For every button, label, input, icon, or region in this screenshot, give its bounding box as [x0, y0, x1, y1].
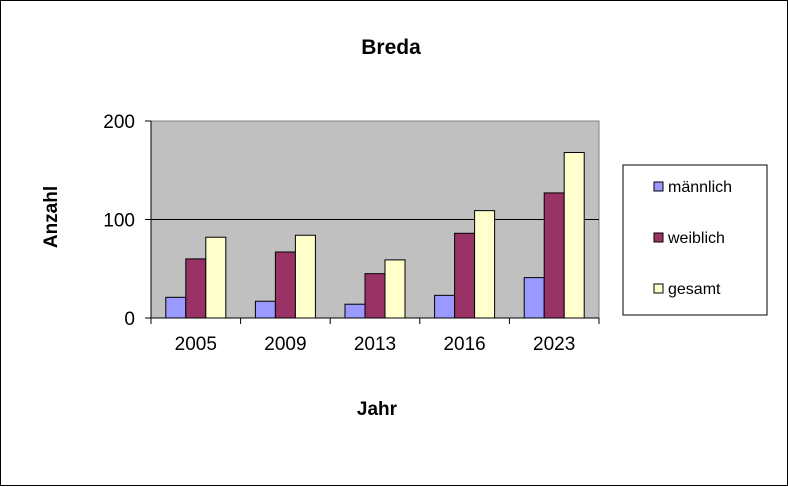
- bar-gesamt-2009: [294, 234, 316, 319]
- legend-swatch-männlich: [653, 181, 664, 192]
- x-tick-label: 2023: [533, 334, 575, 355]
- bar-männlich-2016: [434, 294, 456, 319]
- bar-weiblich-2016: [454, 232, 476, 319]
- axes: [145, 120, 600, 324]
- legend-box: [622, 164, 768, 316]
- bar-männlich-2005: [165, 296, 187, 319]
- bars: [165, 152, 585, 319]
- legend-swatch-gesamt: [653, 283, 664, 294]
- y-axis-label: Anzahl: [41, 186, 62, 248]
- bar-weiblich-2009: [274, 251, 296, 319]
- chart-title: Breda: [361, 36, 421, 59]
- y-tick-label: 100: [103, 211, 135, 232]
- bar-gesamt-2023: [563, 152, 585, 319]
- bar-männlich-2009: [254, 300, 276, 319]
- x-tick-label: 2013: [354, 334, 396, 355]
- x-axis-label: Jahr: [357, 399, 398, 420]
- legend-swatch-weiblich: [653, 232, 664, 243]
- x-tick-label: 2009: [264, 334, 306, 355]
- bar-gesamt-2013: [384, 259, 406, 319]
- bar-männlich-2023: [523, 277, 545, 319]
- x-tick-label: 2005: [175, 334, 217, 355]
- bar-männlich-2013: [344, 303, 366, 319]
- x-tick-label: 2016: [443, 334, 485, 355]
- x-tick-labels: 2005 2009 2013 2016 2023: [175, 334, 576, 355]
- bar-gesamt-2005: [205, 236, 227, 319]
- legend-label-gesamt: gesamt: [668, 281, 721, 298]
- legend-label-weiblich: weiblich: [667, 230, 725, 247]
- legend-label-männlich: männlich: [668, 179, 732, 196]
- bar-weiblich-2023: [543, 192, 565, 319]
- y-tick-label: 200: [103, 112, 135, 133]
- y-tick-label: 0: [124, 309, 135, 330]
- legend: männlich weiblich gesamt: [622, 164, 768, 316]
- bar-weiblich-2013: [364, 273, 386, 319]
- bar-gesamt-2016: [474, 210, 496, 319]
- y-tick-labels: 0 100 200: [103, 112, 135, 330]
- bar-weiblich-2005: [185, 258, 207, 319]
